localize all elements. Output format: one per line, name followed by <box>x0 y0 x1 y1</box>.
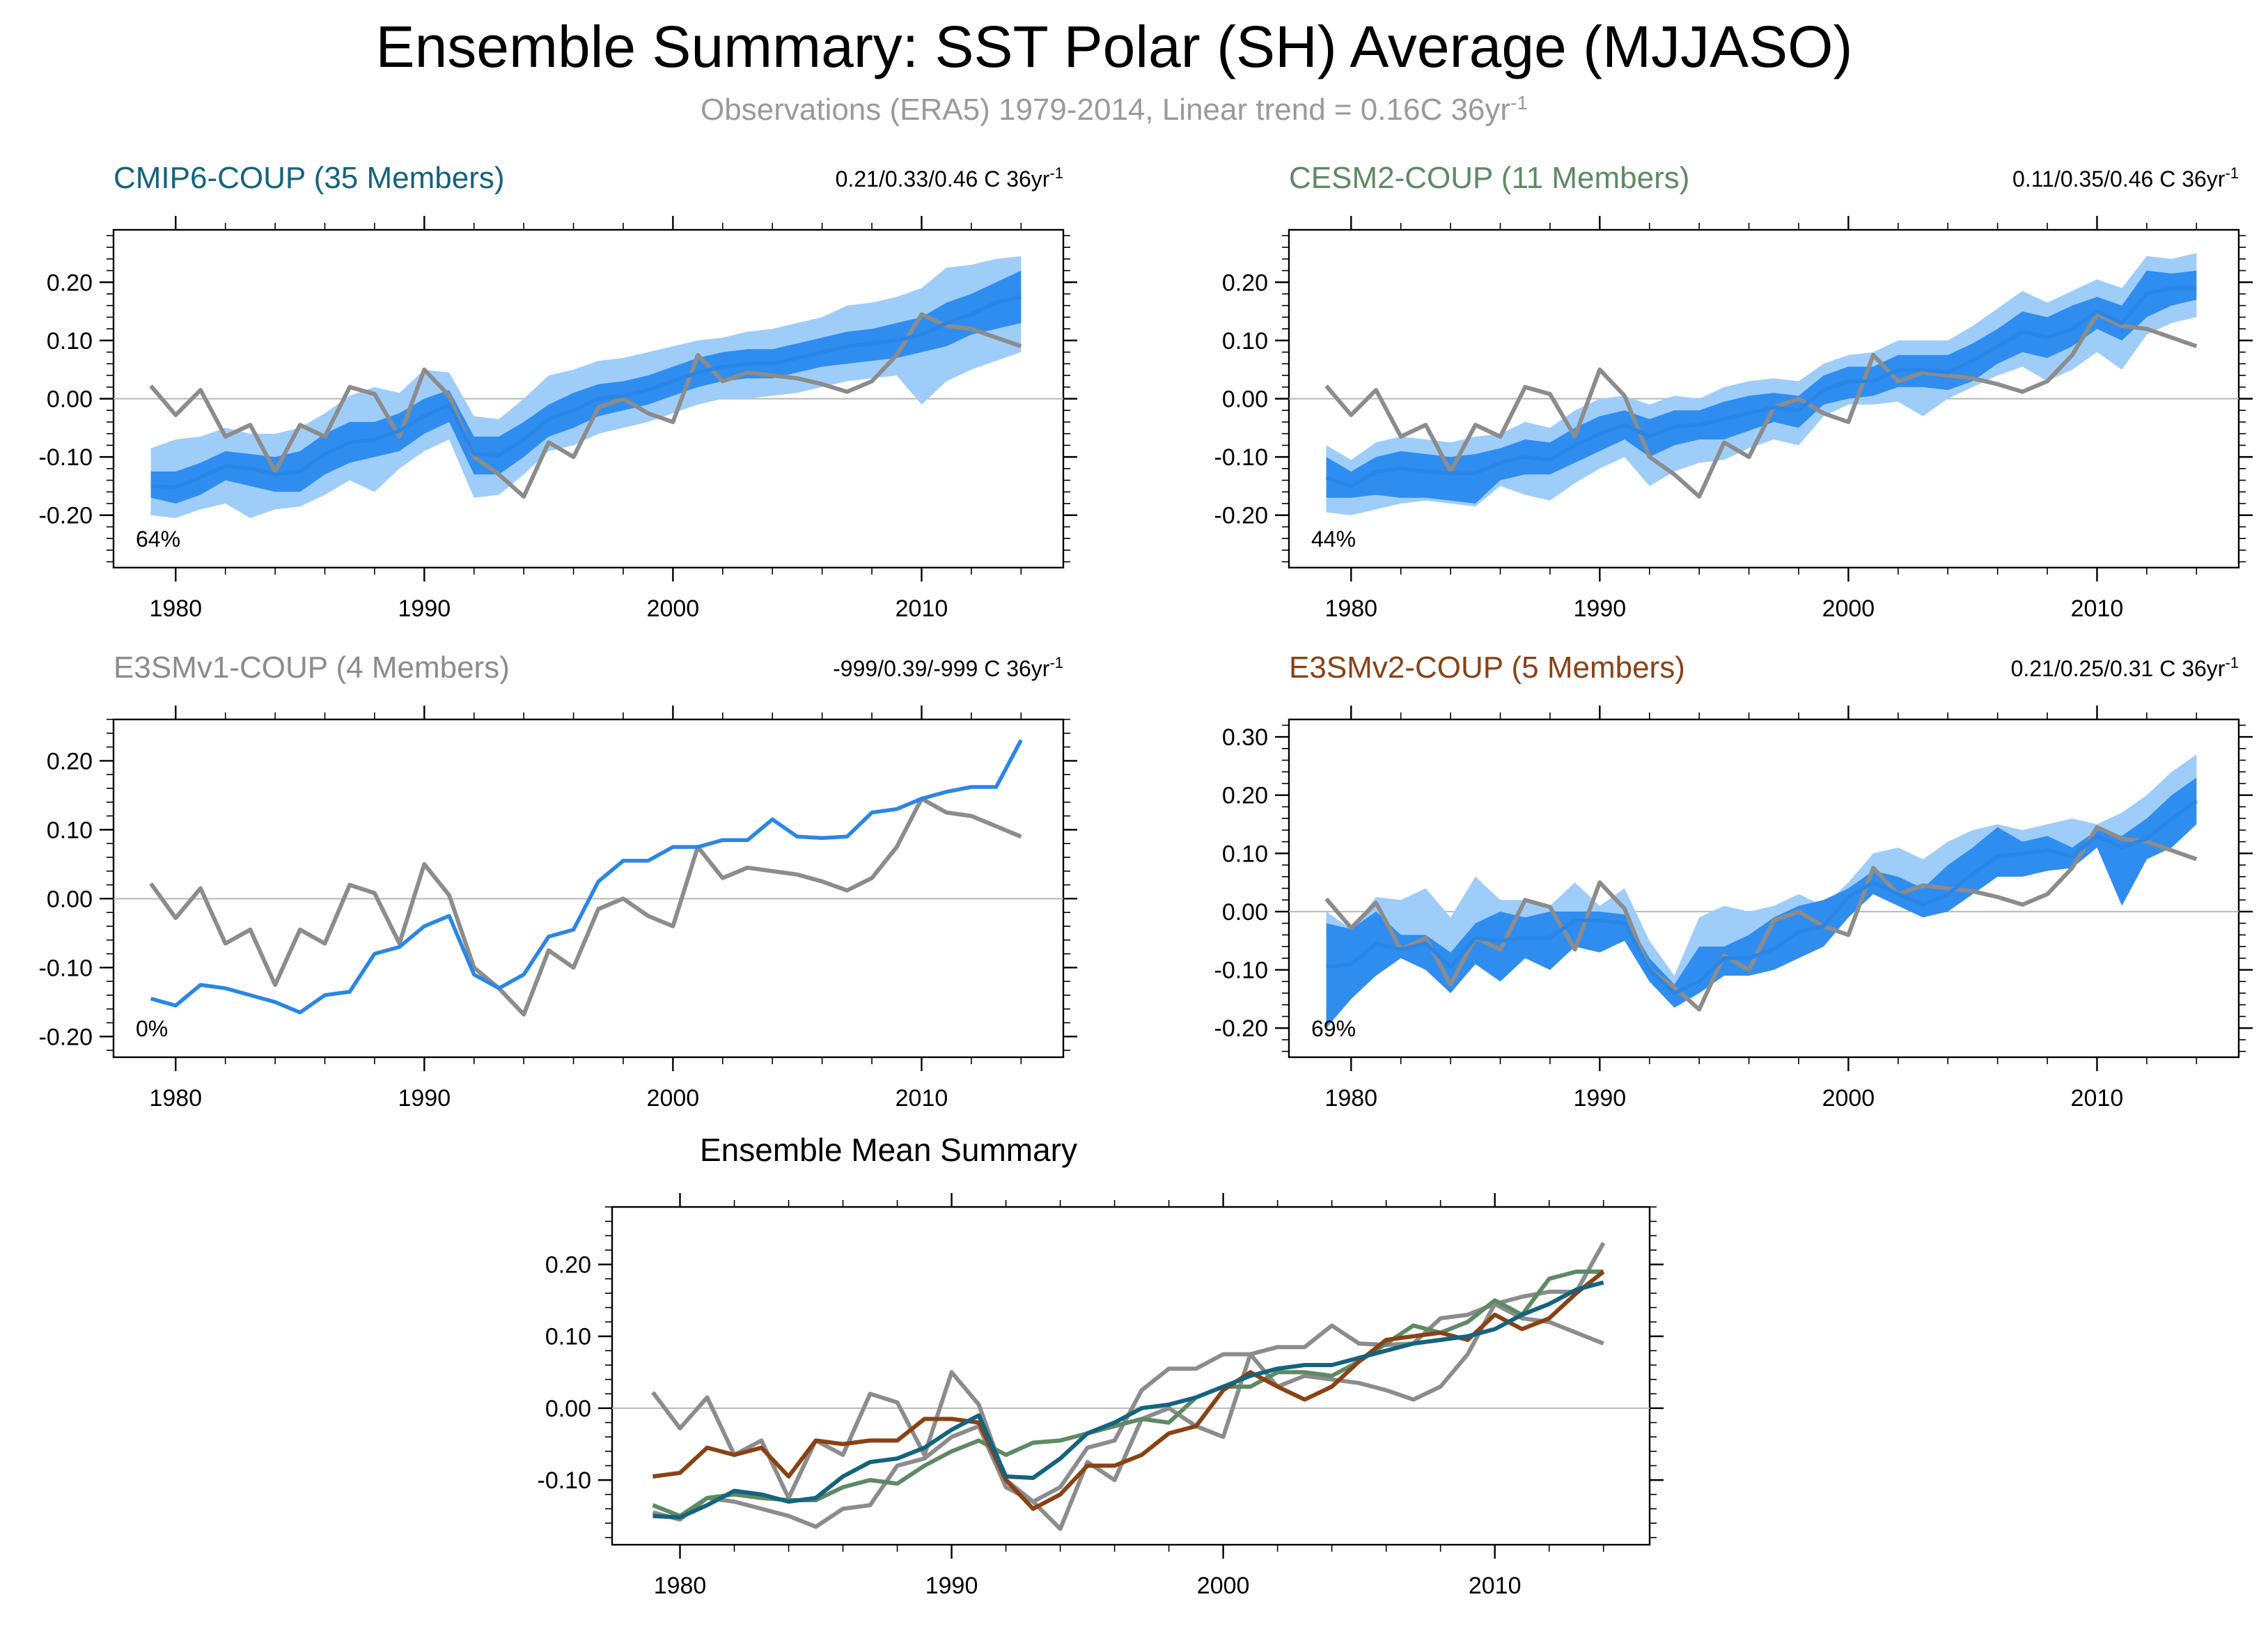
y-tick-label: 0.10 <box>1222 328 1268 354</box>
observations-line <box>149 796 1022 1017</box>
x-tick-label: 1990 <box>398 1085 451 1112</box>
y-tick-label: 0.10 <box>545 1324 591 1350</box>
y-tick-label: -0.20 <box>1214 1015 1269 1042</box>
panel-cesm2: CESM2-COUP (11 Members) 0.11/0.35/0.46 C … <box>1214 161 2253 622</box>
panel-title: CMIP6-COUP (35 Members) <box>114 161 505 195</box>
ensemble-percentile-band <box>1326 777 2197 1029</box>
ensemble-mean-line <box>1326 799 2198 995</box>
x-tick-label: 2000 <box>1822 1085 1875 1112</box>
y-tick-label: -0.20 <box>39 1024 93 1050</box>
x-tick-label: 2010 <box>2071 595 2124 622</box>
x-tick-label: 1980 <box>149 595 202 622</box>
y-tick-label: 0.10 <box>47 328 93 354</box>
plot-frame <box>112 718 1065 1059</box>
panel-title: E3SMv1-COUP (4 Members) <box>114 650 510 685</box>
x-tick-label: 2000 <box>647 1085 700 1112</box>
y-tick-label: 0.20 <box>545 1252 591 1279</box>
plot-frame <box>611 1206 1651 1546</box>
trend-label: -999/0.39/-999 C 36yr-1 <box>833 654 1063 682</box>
y-tick-label: 0.20 <box>47 270 93 296</box>
panel-cmip6: CMIP6-COUP (35 Members) 0.21/0.33/0.46 C … <box>39 161 1077 622</box>
x-tick-label: 2010 <box>896 595 948 622</box>
trend-label: 0.21/0.33/0.46 C 36yr-1 <box>836 164 1063 192</box>
e3smv2-mean-line <box>652 1270 1605 1511</box>
panel-title: CESM2-COUP (11 Members) <box>1289 161 1689 195</box>
x-tick-label: 1980 <box>149 1085 202 1112</box>
figure-title: Ensemble Summary: SST Polar (SH) Average… <box>376 14 1853 79</box>
percent-label: 69% <box>1311 1016 1356 1041</box>
percent-label: 0% <box>136 1016 168 1041</box>
y-tick-label: -0.10 <box>538 1467 592 1494</box>
x-tick-label: 2000 <box>647 595 700 622</box>
cmip6-mean-line <box>652 1280 1604 1520</box>
obs-mean-line <box>651 1302 1604 1531</box>
x-tick-label: 1980 <box>1324 595 1377 622</box>
x-tick-label: 2000 <box>1197 1573 1250 1599</box>
y-tick-label: 0.20 <box>47 748 93 774</box>
ensemble-mean-line <box>150 739 1023 1015</box>
x-tick-label: 2010 <box>1469 1573 1522 1599</box>
y-tick-label: -0.10 <box>1214 444 1269 471</box>
y-tick-label: 0.00 <box>1222 387 1268 413</box>
panel-title: E3SMv2-COUP (5 Members) <box>1289 650 1685 685</box>
x-tick-label: 2010 <box>2071 1085 2124 1112</box>
y-tick-label: -0.20 <box>39 503 93 529</box>
y-tick-label: 0.00 <box>47 886 93 912</box>
x-tick-label: 1990 <box>1574 1085 1627 1112</box>
x-tick-label: 2010 <box>896 1085 948 1112</box>
x-tick-label: 1990 <box>398 595 451 622</box>
observations-line <box>1324 312 2198 499</box>
y-tick-label: -0.20 <box>1214 503 1269 529</box>
trend-label: 0.11/0.35/0.46 C 36yr-1 <box>2012 164 2239 192</box>
plot-frame <box>1288 718 2240 1059</box>
ensemble-mean-line <box>1325 286 2197 488</box>
percent-label: 64% <box>136 527 180 552</box>
trend-label: 0.21/0.25/0.31 C 36yr-1 <box>2011 654 2239 682</box>
y-tick-label: 0.20 <box>1222 270 1268 296</box>
percent-label: 44% <box>1311 527 1356 552</box>
y-tick-label: 0.00 <box>1222 899 1268 926</box>
panel-e3smv2: E3SMv2-COUP (5 Members) 0.21/0.25/0.31 C … <box>1214 650 2253 1112</box>
figure-subtitle: Observations (ERA5) 1979-2014, Linear tr… <box>701 92 1528 127</box>
y-tick-label: 0.10 <box>47 817 93 843</box>
x-tick-label: 1980 <box>654 1573 707 1599</box>
y-tick-label: -0.10 <box>39 955 93 981</box>
y-tick-label: -0.10 <box>1214 958 1269 984</box>
y-tick-label: 0.20 <box>1222 783 1268 809</box>
ensemble-percentile-band <box>150 270 1022 504</box>
x-tick-label: 1990 <box>925 1573 978 1599</box>
x-tick-label: 1990 <box>1574 595 1627 622</box>
x-tick-label: 2000 <box>1822 595 1875 622</box>
panels: CMIP6-COUP (35 Members) 0.21/0.33/0.46 C … <box>39 161 2253 1599</box>
ensemble-percentile-band <box>1326 270 2197 504</box>
ensemble-mean-line <box>150 295 1022 490</box>
panel-e3smv1: E3SMv1-COUP (4 Members) -999/0.39/-999 C … <box>39 650 1077 1112</box>
panel-ensemble-mean: Ensemble Mean Summary 0.20 0.10 0.00 -0.10 19… <box>538 1132 1664 1599</box>
y-tick-label: 0.10 <box>1222 841 1268 867</box>
panel-title: Ensemble Mean Summary <box>700 1132 1077 1168</box>
observations-line <box>149 312 1022 499</box>
ensemble-range-band <box>1326 754 2197 1029</box>
y-tick-label: 0.00 <box>545 1396 591 1422</box>
x-tick-label: 1980 <box>1324 1085 1377 1112</box>
y-tick-label: -0.10 <box>39 444 93 471</box>
y-tick-label: 0.30 <box>1222 724 1268 751</box>
y-tick-label: 0.00 <box>47 387 93 413</box>
